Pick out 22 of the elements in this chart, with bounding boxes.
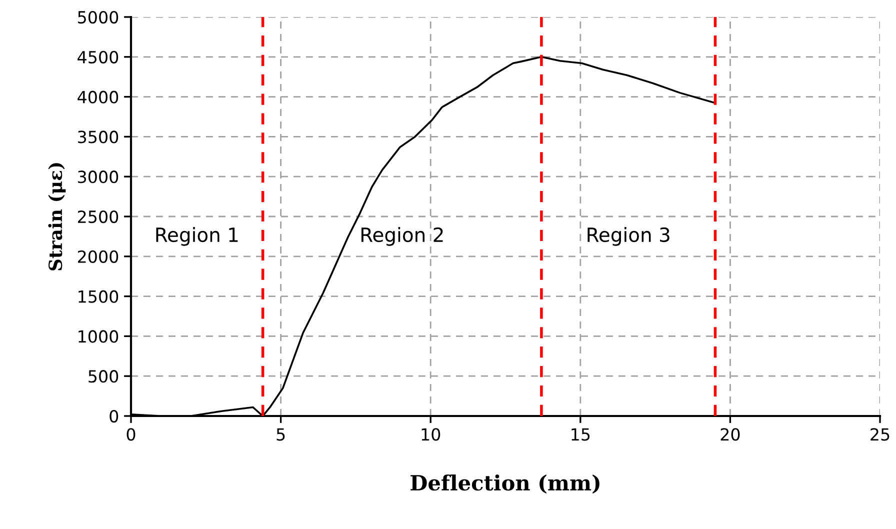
- x-tick-label: 25: [870, 428, 890, 441]
- y-tick-label: 3500: [78, 130, 118, 144]
- x-tick-label: 20: [720, 428, 740, 441]
- x-tick-label: 5: [276, 428, 285, 441]
- y-tick-label: 2500: [78, 210, 118, 224]
- annotation: Region 1: [156, 227, 238, 246]
- y-tick-label: 2000: [78, 250, 118, 263]
- x-tick-label: 15: [572, 428, 590, 441]
- y-tick-label: 1000: [78, 330, 118, 343]
- y-tick-label: 4000: [78, 90, 118, 104]
- annotation: Region 3: [588, 227, 670, 246]
- y-tick-label: 5000: [78, 10, 118, 24]
- x-axis-title: Deflection (mm): [410, 474, 600, 494]
- y-tick-label: 1500: [78, 290, 118, 303]
- y-tick-label: 500: [88, 370, 118, 383]
- annotation: Region 2: [361, 227, 443, 246]
- y-tick-label: 0: [110, 410, 118, 423]
- x-tick-label: 10: [422, 428, 440, 441]
- y-axis-title: Strain (με): [48, 163, 66, 270]
- y-tick-label: 3000: [78, 170, 118, 184]
- y-tick-label: 4500: [78, 50, 118, 64]
- x-tick-label: 0: [126, 428, 136, 441]
